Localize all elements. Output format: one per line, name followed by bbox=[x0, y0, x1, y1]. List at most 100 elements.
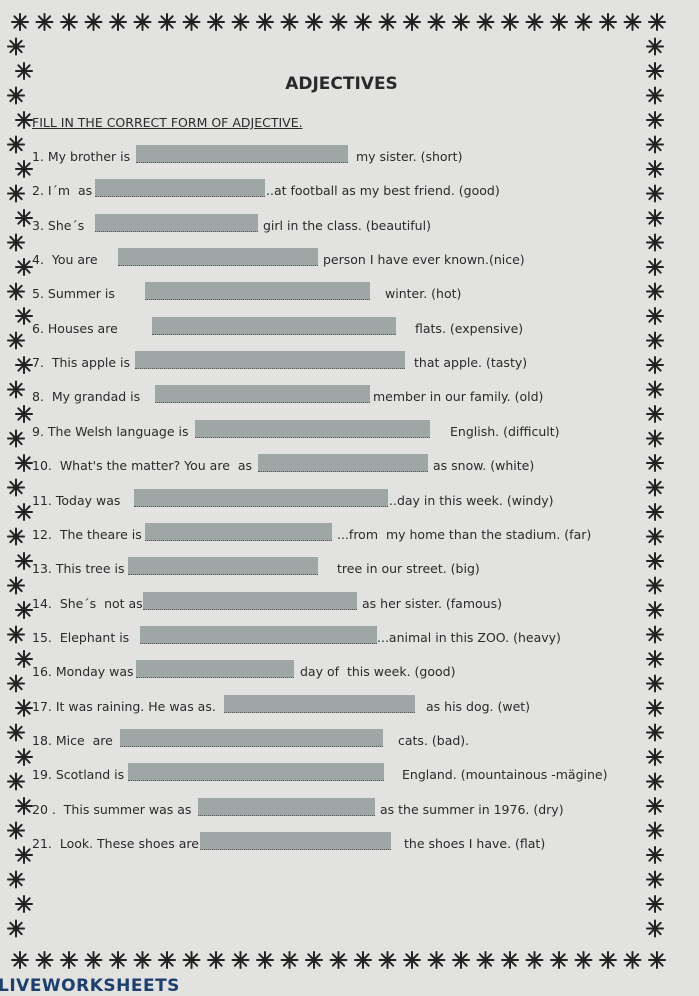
border-star bbox=[354, 13, 372, 31]
border-star bbox=[574, 13, 593, 31]
sentence-start: 4. You are bbox=[32, 252, 98, 268]
border-star bbox=[7, 674, 25, 693]
sentence-end: England. (mountainous -mägine) bbox=[402, 767, 608, 783]
answer-input[interactable] bbox=[258, 454, 428, 473]
border-star bbox=[427, 13, 446, 31]
sentence-end: member in our family. (old) bbox=[373, 389, 544, 405]
border-star bbox=[646, 870, 664, 889]
sentence-start: 10. What's the matter? You are as bbox=[32, 458, 253, 474]
answer-input[interactable] bbox=[195, 419, 430, 438]
answer-input[interactable] bbox=[152, 316, 396, 335]
border-star bbox=[646, 429, 664, 448]
border-star bbox=[427, 951, 446, 969]
answer-input[interactable] bbox=[198, 797, 375, 816]
border-star bbox=[623, 951, 642, 969]
border-star bbox=[646, 62, 664, 80]
border-star bbox=[256, 13, 274, 31]
border-star bbox=[7, 331, 25, 350]
sentence-end: winter. (hot) bbox=[385, 286, 462, 302]
border-star bbox=[574, 951, 593, 969]
border-star bbox=[646, 699, 664, 717]
border-star bbox=[231, 13, 250, 31]
border-star bbox=[646, 552, 664, 570]
answer-input[interactable] bbox=[134, 488, 388, 507]
border-star bbox=[646, 356, 664, 374]
border-star bbox=[7, 429, 25, 448]
border-star bbox=[646, 160, 664, 178]
answer-input[interactable] bbox=[136, 660, 294, 679]
answer-input[interactable] bbox=[136, 145, 348, 163]
answer-input[interactable] bbox=[145, 282, 370, 301]
answer-input[interactable] bbox=[135, 351, 405, 370]
answer-input[interactable] bbox=[95, 213, 258, 232]
sentence-start: 8. My grandad is bbox=[32, 389, 141, 405]
border-star bbox=[646, 846, 664, 864]
border-star bbox=[133, 13, 152, 31]
border-star bbox=[15, 699, 33, 717]
answer-input[interactable] bbox=[140, 625, 377, 644]
border-star bbox=[646, 919, 664, 938]
border-star bbox=[7, 576, 25, 595]
answer-input[interactable] bbox=[200, 832, 391, 850]
border-star bbox=[7, 919, 25, 938]
border-star bbox=[15, 454, 33, 472]
border-star bbox=[599, 951, 617, 969]
border-star bbox=[646, 478, 664, 497]
sentence-start: 14. She´s not as bbox=[32, 595, 143, 611]
instruction: FILL IN THE CORRECT FORM OF ADJECTIVE. bbox=[32, 115, 303, 130]
answer-input[interactable] bbox=[118, 248, 318, 267]
border-star bbox=[623, 13, 642, 31]
border-star bbox=[15, 503, 33, 521]
border-star bbox=[84, 13, 103, 31]
answer-input[interactable] bbox=[128, 763, 384, 782]
sentence-start: 15. Elephant is bbox=[32, 629, 130, 645]
sentence-start: 13. This tree is bbox=[32, 561, 125, 577]
border-star bbox=[329, 13, 348, 31]
border-star bbox=[599, 13, 617, 31]
border-star bbox=[646, 625, 664, 644]
border-star bbox=[646, 184, 664, 203]
answer-input[interactable] bbox=[95, 179, 265, 198]
answer-input[interactable] bbox=[145, 522, 332, 541]
border-star bbox=[646, 821, 664, 840]
border-star bbox=[452, 951, 470, 969]
answer-input[interactable] bbox=[143, 591, 357, 610]
border-star bbox=[7, 527, 25, 546]
border-star bbox=[646, 86, 664, 105]
border-star bbox=[646, 748, 664, 766]
border-star bbox=[15, 405, 33, 423]
border-star bbox=[15, 748, 33, 766]
border-star bbox=[7, 37, 25, 56]
border-star bbox=[646, 772, 664, 791]
border-star bbox=[231, 951, 250, 969]
answer-input[interactable] bbox=[128, 557, 318, 576]
border-star bbox=[646, 233, 664, 252]
answer-input[interactable] bbox=[224, 694, 415, 713]
sentence-end: girl in the class. (beautiful) bbox=[263, 217, 431, 233]
border-star bbox=[403, 951, 421, 969]
border-star bbox=[646, 307, 664, 325]
border-star bbox=[378, 13, 397, 31]
border-star bbox=[15, 209, 33, 227]
sentence-start: 5. Summer is bbox=[32, 286, 115, 302]
border-star bbox=[35, 951, 54, 969]
border-star bbox=[280, 951, 299, 969]
border-star bbox=[15, 552, 33, 570]
answer-input[interactable] bbox=[120, 728, 383, 747]
answer-input[interactable] bbox=[155, 385, 370, 404]
border-star bbox=[646, 405, 664, 423]
sentence-end: cats. (bad). bbox=[398, 732, 470, 748]
border-star bbox=[60, 13, 78, 31]
sentence-end: the shoes I have. (flat) bbox=[404, 836, 546, 851]
border-star bbox=[550, 951, 568, 969]
border-star bbox=[15, 111, 33, 129]
sentence-end: flats. (expensive) bbox=[415, 320, 524, 336]
border-star bbox=[7, 772, 25, 791]
sentence-start: 18. Mice are bbox=[32, 732, 113, 748]
border-star bbox=[207, 951, 225, 969]
border-star bbox=[646, 135, 664, 154]
border-star bbox=[158, 13, 176, 31]
border-star bbox=[15, 650, 33, 668]
border-star bbox=[7, 723, 25, 742]
